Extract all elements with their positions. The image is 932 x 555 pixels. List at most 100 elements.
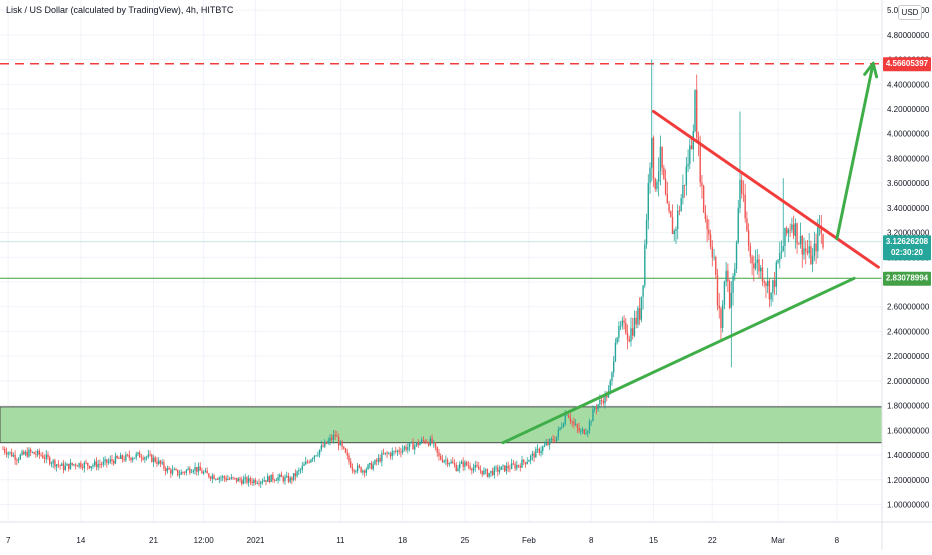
chart-title: Lisk / US Dollar (calculated by TradingV… xyxy=(6,5,234,15)
candle-body xyxy=(356,465,359,472)
candle-body xyxy=(7,452,9,455)
candle-body xyxy=(462,461,464,467)
candle-body xyxy=(130,457,132,461)
candle-body xyxy=(209,477,212,479)
candle-body xyxy=(218,477,220,480)
candle-body xyxy=(645,219,648,245)
candle-body xyxy=(211,475,214,479)
candle-body xyxy=(235,477,238,482)
candle-body xyxy=(424,440,426,443)
candle-body xyxy=(751,256,753,264)
time-axis[interactable]: 7 14 21 12:00 2021 11 18 25 Feb 8 15 22 Mar 8 xyxy=(0,521,932,545)
candle-body xyxy=(83,462,86,469)
candle-body xyxy=(12,454,15,457)
candle-body xyxy=(734,269,736,276)
candle-body xyxy=(805,248,807,252)
candle-body xyxy=(31,452,34,453)
candle-body xyxy=(38,450,41,455)
currency-button[interactable]: USD xyxy=(898,5,922,20)
candle-body xyxy=(182,471,184,473)
candle-body xyxy=(568,415,570,418)
candle-body xyxy=(246,477,248,483)
candle-body xyxy=(604,394,606,404)
price-tick-label: 3.20000000 xyxy=(887,229,930,238)
candle-body xyxy=(505,465,508,472)
candle-body xyxy=(438,452,440,457)
candle-body xyxy=(625,322,627,334)
horizontal-levels xyxy=(0,62,882,279)
candle-body xyxy=(192,470,194,472)
candle-body xyxy=(80,463,82,468)
candle-body xyxy=(709,234,712,247)
candle-body xyxy=(292,473,295,480)
candle-body xyxy=(298,470,300,472)
resistance-trendline xyxy=(651,109,880,269)
candle-body xyxy=(701,182,703,186)
candle-body xyxy=(45,454,47,459)
candle-body xyxy=(664,178,667,195)
price-tick-label: 4.80000000 xyxy=(887,31,930,40)
candle-body xyxy=(114,455,117,464)
candle-body xyxy=(163,462,165,469)
candle-body xyxy=(535,449,537,458)
candle-body xyxy=(756,259,758,263)
candle-body xyxy=(663,167,665,179)
candle-body xyxy=(166,468,169,472)
candle-body xyxy=(815,243,817,252)
target-price-badge-text: 4.56605397 xyxy=(886,59,929,68)
candle-body xyxy=(113,461,115,464)
candle-body xyxy=(234,477,236,479)
candle-body xyxy=(415,442,418,446)
candle-body xyxy=(689,145,691,164)
demand-zone xyxy=(0,406,883,444)
time-tick-label: 18 xyxy=(398,536,407,545)
candle-body xyxy=(490,470,492,473)
candle-body xyxy=(680,198,682,211)
price-tick-label: 1.20000000 xyxy=(887,476,930,485)
candle-body xyxy=(619,325,622,327)
candle-body xyxy=(706,218,708,230)
candle-body xyxy=(104,459,106,462)
candle-body xyxy=(481,470,483,475)
candle-body xyxy=(754,262,757,269)
candle-body xyxy=(540,450,542,453)
candle-body xyxy=(360,467,362,473)
candle-body xyxy=(474,464,476,468)
candle-body xyxy=(602,400,605,404)
candle-body xyxy=(412,442,414,450)
candle-body xyxy=(514,464,516,469)
candle-body xyxy=(792,224,795,236)
candle-body xyxy=(173,469,175,471)
price-tick-label: 1.40000000 xyxy=(887,451,930,460)
candle-body xyxy=(23,451,25,455)
candle-body xyxy=(763,281,765,283)
candle-body xyxy=(543,445,546,447)
candle-body xyxy=(609,381,611,391)
candle-body xyxy=(196,467,198,472)
candle-body xyxy=(696,89,698,138)
candle-body xyxy=(479,469,482,471)
price-tick-label: 2.20000000 xyxy=(887,352,930,361)
candle-body xyxy=(232,477,234,478)
candle-body xyxy=(573,421,575,425)
last-price-badge-bg xyxy=(883,235,931,261)
candle-body xyxy=(57,464,60,466)
candle-body xyxy=(164,468,167,472)
candle-body xyxy=(353,470,355,472)
candle-body xyxy=(469,466,471,469)
candle-body xyxy=(391,451,393,457)
candle-body xyxy=(133,457,136,459)
candle-body xyxy=(761,267,764,282)
candle-body xyxy=(523,459,525,463)
time-tick-label: 25 xyxy=(460,536,469,545)
candle-body xyxy=(107,461,110,463)
candle-body xyxy=(702,185,705,213)
candle-body xyxy=(358,465,361,468)
candle-body xyxy=(557,429,560,437)
candle-body xyxy=(227,478,229,481)
candle-body xyxy=(450,461,452,464)
candle-body xyxy=(294,473,297,477)
projection-arrow-head xyxy=(863,61,879,79)
